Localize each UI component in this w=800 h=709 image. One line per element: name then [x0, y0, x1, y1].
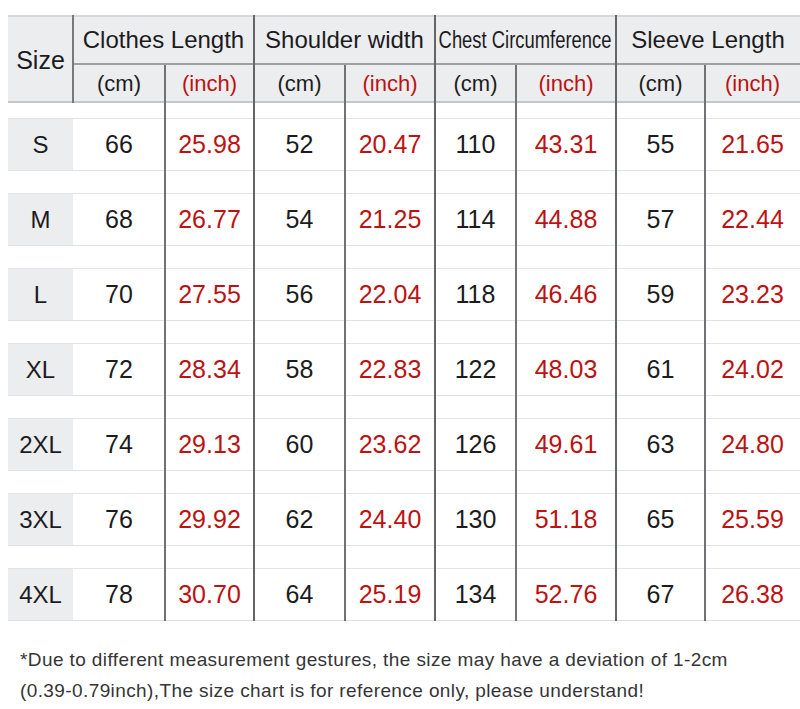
column-group-chest-circumference: Chest Circumference: [435, 17, 616, 65]
value-cell: 26.38: [705, 569, 800, 620]
unit-header-cm: (cm): [73, 65, 165, 103]
value-cell: 21.25: [345, 194, 435, 245]
value-cell: 29.92: [165, 494, 254, 545]
value-cell: 30.70: [165, 569, 254, 620]
column-group-chest-circumference-label: Chest Circumference: [439, 27, 612, 54]
size-chart-table: Size Clothes Length Shoulder width Chest…: [8, 15, 800, 621]
value-cell: 22.83: [345, 344, 435, 395]
value-cell: 23.62: [345, 419, 435, 470]
value-cell: 63: [616, 419, 705, 470]
size-badge: L: [8, 269, 73, 320]
value-cell: 51.18: [516, 494, 616, 545]
unit-header-inch: (inch): [345, 65, 435, 103]
value-cell: 54: [254, 194, 345, 245]
value-cell: 24.40: [345, 494, 435, 545]
value-cell: 76: [73, 494, 165, 545]
column-divider: [164, 65, 166, 621]
unit-header-cm: (cm): [616, 65, 705, 103]
column-divider: [515, 65, 517, 621]
size-badge: 2XL: [8, 419, 73, 470]
table-body: S 66 25.98 52 20.47 110 43.31 55 21.65 M…: [8, 118, 800, 621]
value-cell: 25.59: [705, 494, 800, 545]
value-cell: 72: [73, 344, 165, 395]
column-divider: [253, 15, 255, 621]
value-cell: 24.02: [705, 344, 800, 395]
size-badge: XL: [8, 344, 73, 395]
value-cell: 60: [254, 419, 345, 470]
table-row: 3XL 76 29.92 62 24.40 130 51.18 65 25.59: [8, 493, 800, 546]
footnote: *Due to different measurement gestures, …: [20, 644, 772, 706]
size-badge: 3XL: [8, 494, 73, 545]
size-badge: S: [8, 119, 73, 170]
value-cell: 130: [435, 494, 516, 545]
value-cell: 58: [254, 344, 345, 395]
column-divider: [434, 15, 436, 621]
table-row: XL 72 28.34 58 22.83 122 48.03 61 24.02: [8, 343, 800, 396]
value-cell: 114: [435, 194, 516, 245]
value-cell: 22.44: [705, 194, 800, 245]
value-cell: 25.19: [345, 569, 435, 620]
value-cell: 26.77: [165, 194, 254, 245]
value-cell: 61: [616, 344, 705, 395]
value-cell: 57: [616, 194, 705, 245]
unit-header-inch: (inch): [705, 65, 800, 103]
value-cell: 59: [616, 269, 705, 320]
value-cell: 68: [73, 194, 165, 245]
value-cell: 118: [435, 269, 516, 320]
unit-header-inch: (inch): [516, 65, 616, 103]
size-column-header: Size: [8, 17, 73, 103]
column-group-shoulder-width: Shoulder width: [254, 17, 435, 65]
size-badge: 4XL: [8, 569, 73, 620]
size-badge: M: [8, 194, 73, 245]
value-cell: 62: [254, 494, 345, 545]
unit-header-inch: (inch): [165, 65, 254, 103]
value-cell: 46.46: [516, 269, 616, 320]
value-cell: 110: [435, 119, 516, 170]
value-cell: 48.03: [516, 344, 616, 395]
value-cell: 49.61: [516, 419, 616, 470]
value-cell: 20.47: [345, 119, 435, 170]
table-row: S 66 25.98 52 20.47 110 43.31 55 21.65: [8, 118, 800, 171]
value-cell: 66: [73, 119, 165, 170]
value-cell: 134: [435, 569, 516, 620]
value-cell: 64: [254, 569, 345, 620]
value-cell: 65: [616, 494, 705, 545]
column-divider: [615, 15, 617, 621]
column-group-sleeve-length: Sleeve Length: [616, 17, 800, 65]
value-cell: 27.55: [165, 269, 254, 320]
value-cell: 74: [73, 419, 165, 470]
value-cell: 23.23: [705, 269, 800, 320]
unit-header-cm: (cm): [254, 65, 345, 103]
value-cell: 122: [435, 344, 516, 395]
value-cell: 126: [435, 419, 516, 470]
value-cell: 24.80: [705, 419, 800, 470]
value-cell: 22.04: [345, 269, 435, 320]
column-divider: [344, 65, 346, 621]
value-cell: 70: [73, 269, 165, 320]
value-cell: 29.13: [165, 419, 254, 470]
value-cell: 52.76: [516, 569, 616, 620]
table-row: M 68 26.77 54 21.25 114 44.88 57 22.44: [8, 193, 800, 246]
table-header: Size Clothes Length Shoulder width Chest…: [8, 15, 800, 103]
value-cell: 56: [254, 269, 345, 320]
value-cell: 25.98: [165, 119, 254, 170]
value-cell: 55: [616, 119, 705, 170]
value-cell: 78: [73, 569, 165, 620]
unit-header-cm: (cm): [435, 65, 516, 103]
value-cell: 43.31: [516, 119, 616, 170]
value-cell: 67: [616, 569, 705, 620]
value-cell: 44.88: [516, 194, 616, 245]
column-group-clothes-length: Clothes Length: [73, 17, 254, 65]
column-divider: [704, 65, 706, 621]
value-cell: 28.34: [165, 344, 254, 395]
value-cell: 21.65: [705, 119, 800, 170]
table-row: 4XL 78 30.70 64 25.19 134 52.76 67 26.38: [8, 568, 800, 621]
value-cell: 52: [254, 119, 345, 170]
size-chart-page: Size Clothes Length Shoulder width Chest…: [0, 0, 800, 709]
column-divider: [72, 15, 74, 103]
table-row: 2XL 74 29.13 60 23.62 126 49.61 63 24.80: [8, 418, 800, 471]
table-row: L 70 27.55 56 22.04 118 46.46 59 23.23: [8, 268, 800, 321]
